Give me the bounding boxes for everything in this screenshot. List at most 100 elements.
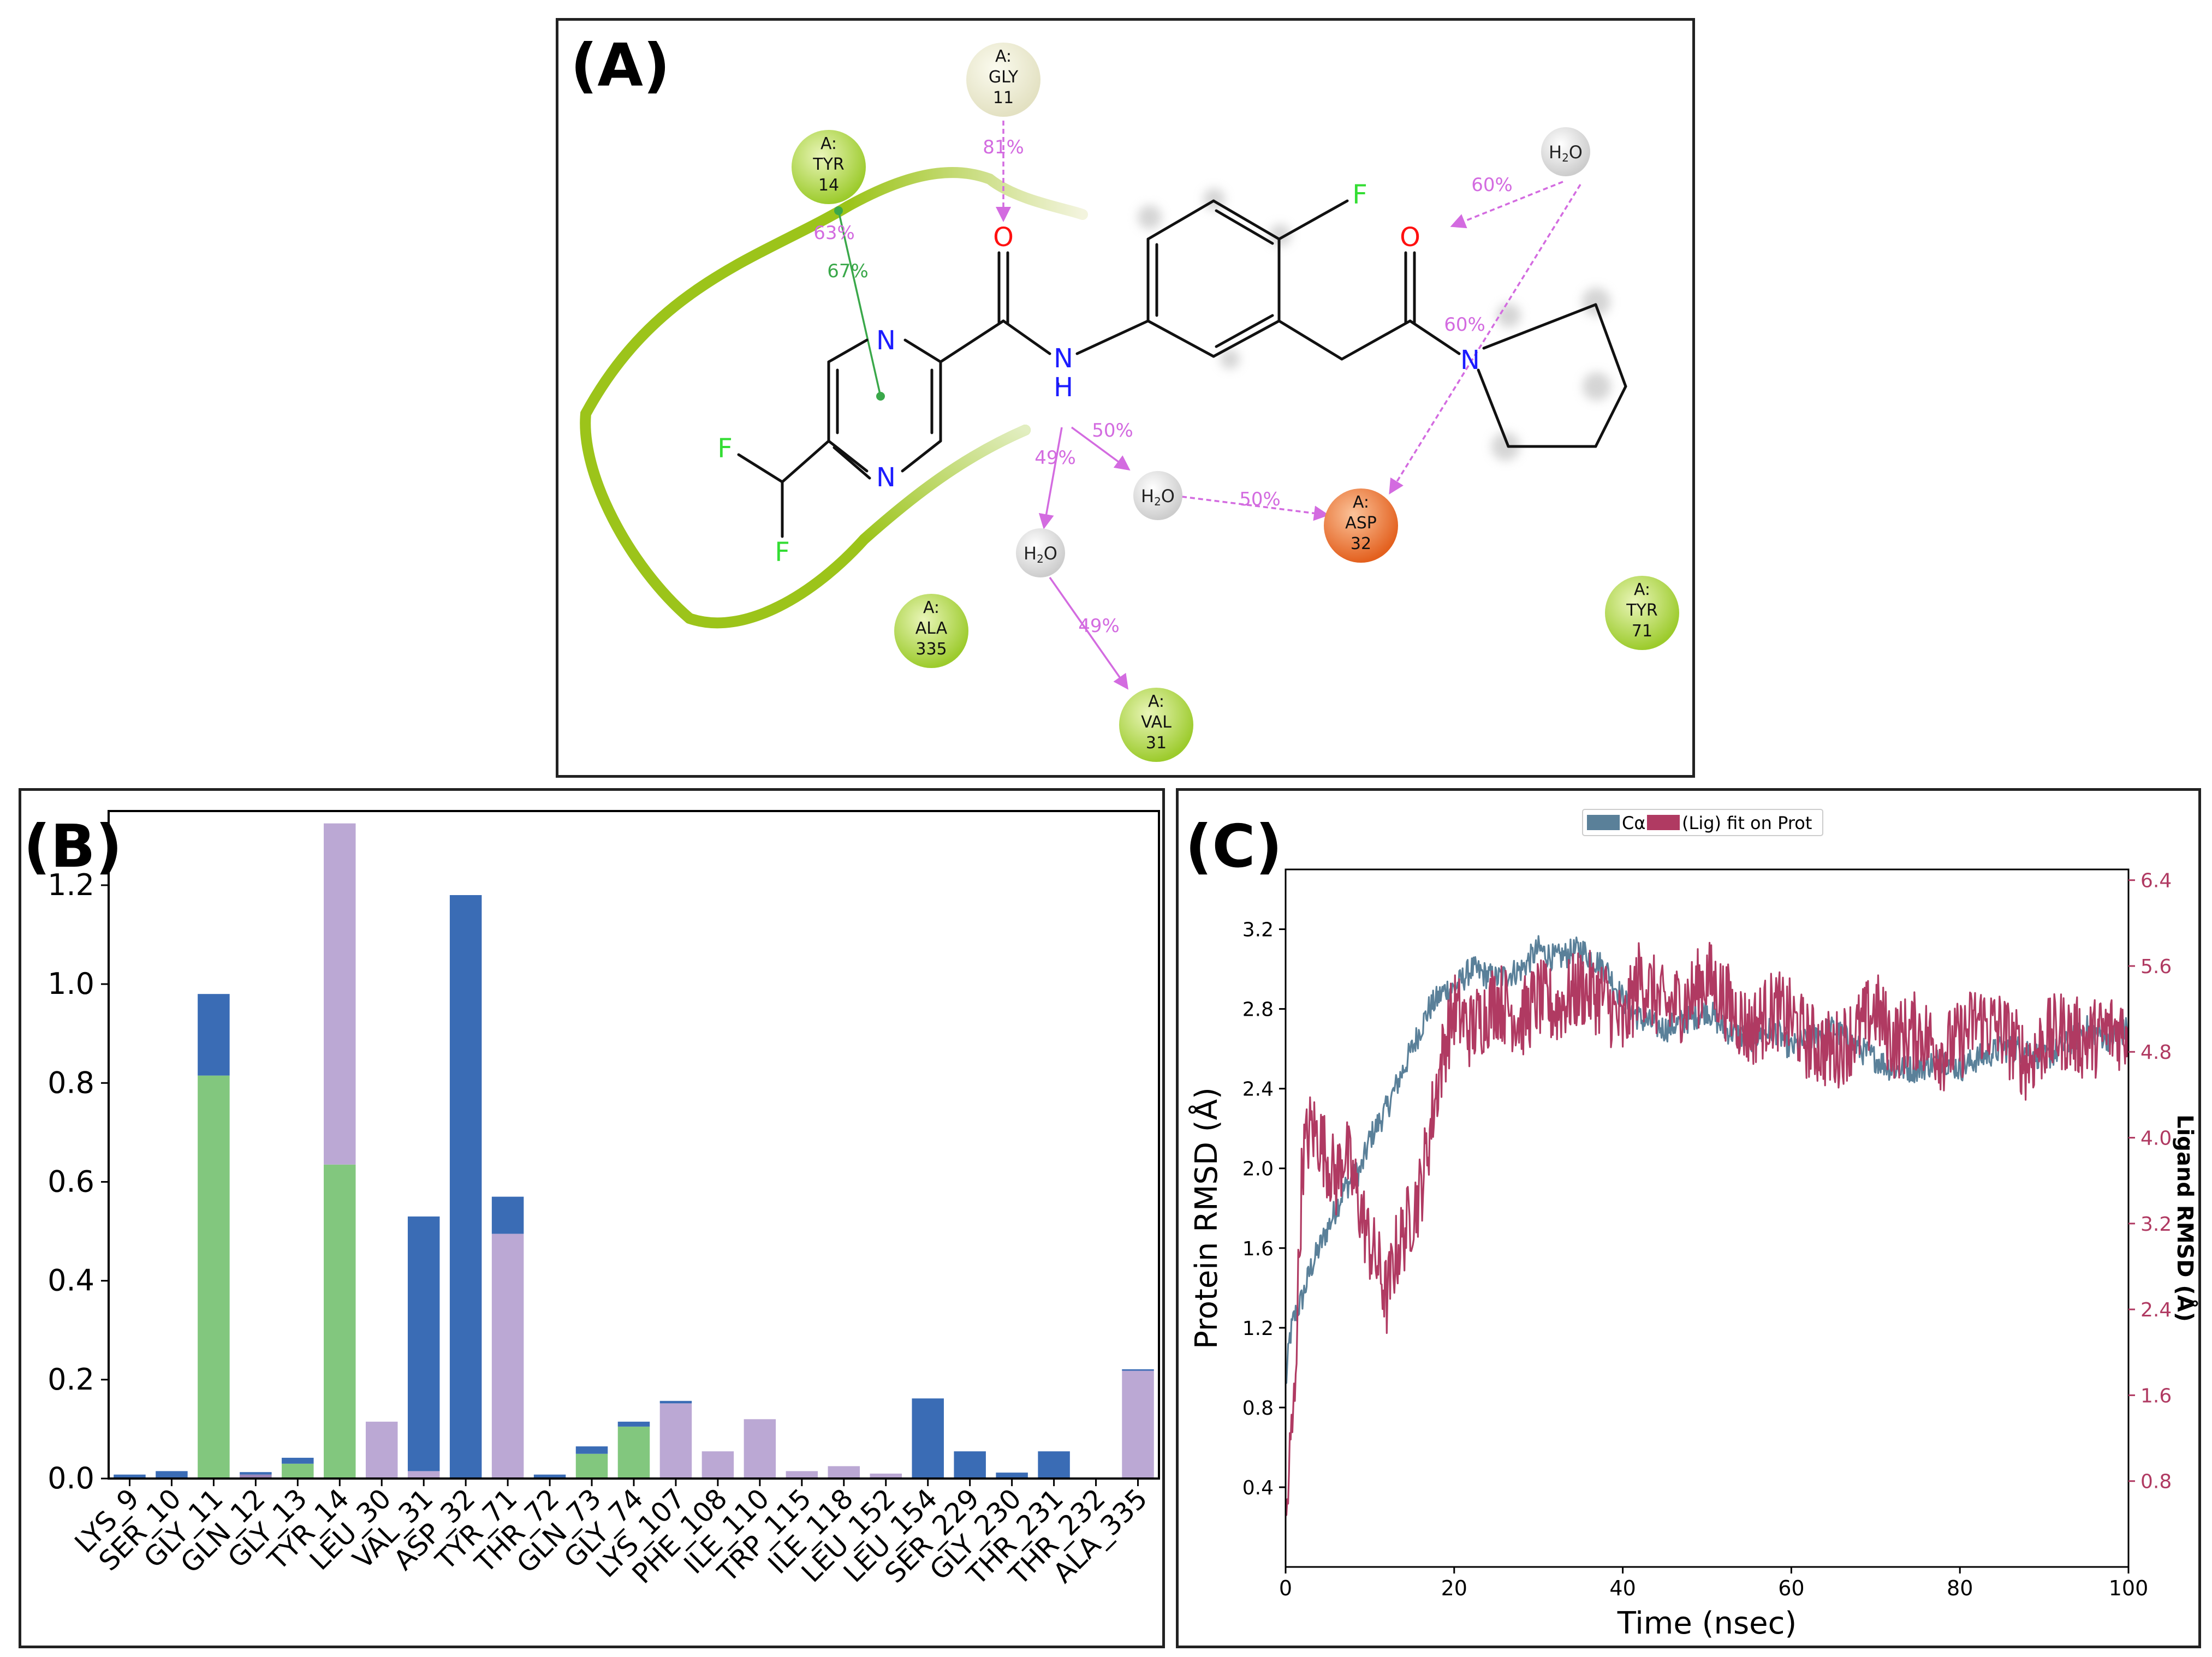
residue-tyr-71: A: TYR 71 [1605,576,1679,650]
pct-water3-val: 49% [1078,615,1120,637]
y-tick-label: 2.8 [1242,999,1274,1021]
interaction-percentages: 81% 63% 67% 60% 60% 50% 50% 49% 49% [813,136,1513,637]
rmsd-lines [1285,935,2130,1516]
y2-axis-label: Ligand RMSD (Å) [2172,1114,2198,1322]
pct-gly11-o: 81% [983,136,1024,158]
water-3: H2O [1016,528,1065,577]
water-3-o: O [1044,543,1057,564]
residue-tyr-14-name: TYR [812,155,845,174]
x-tick-label: 60 [1778,1576,1804,1600]
residue-tyr-71-num: 71 [1632,622,1652,641]
atom-f-1: F [717,433,733,464]
rmsd-axes: 0 20 40 60 80 100 0.4 0.8 1.2 1.6 2.0 2.4 2.8 3.2 0.8 1… [1188,868,2198,1641]
atom-n-pyrrolidine: N [1460,345,1480,375]
y-tick-label: 1.2 [1242,1318,1274,1340]
interaction-diagram-svg: N N N H O O N F F F A: GLY 11 A: TYR 14 … [580,43,1679,762]
pct-tyr14-pistack: 67% [827,260,869,282]
pct-nh-water2: 50% [1092,420,1133,442]
y2-tick-label: 3.2 [2140,1213,2172,1236]
y-tick-label: 2.4 [1242,1078,1274,1101]
bar-tyr-71-hydrophobic [491,1196,524,1234]
bar-ala-335-hydrophobic [1122,1369,1154,1371]
water-2: H2O [1133,471,1182,520]
panel-b-label: (B) [23,813,123,881]
residue-asp-32-num: 32 [1351,534,1371,553]
svg-text:H2O: H2O [1141,486,1175,508]
pct-water2-asp: 50% [1239,488,1281,510]
residue-gly-11-chain: A: [995,47,1012,66]
bar-gly-13-hydrophobic [282,1457,314,1464]
solvent-exposure-halos [1138,188,1611,461]
bar-ile-110-water-bridges [744,1419,776,1479]
y2-tick-label: 0.8 [2140,1471,2172,1493]
y2-tick-label: 4.8 [2140,1041,2172,1064]
legend-entry-ligand: (Lig) fit on Prot [1682,813,1812,833]
pct-water1-o: 60% [1471,174,1513,196]
pct-water1-asp: 60% [1444,314,1485,336]
atom-h-amide: H [1054,372,1073,403]
svg-text:H2O: H2O [1024,543,1057,565]
y-tick-label: 0.2 [47,1362,94,1397]
x-tick-label: 0 [1279,1576,1292,1600]
bar-gly-74-h-bonds [617,1426,650,1479]
y-tick-label: 0.4 [47,1263,94,1298]
residue-val-31-num: 31 [1146,734,1167,753]
y-tick-label: 3.2 [1242,919,1274,941]
bar-tyr-14-h-bonds [324,1164,356,1479]
binding-pocket-outline [580,167,1088,629]
legend-entry-protein: Cα [1622,813,1645,833]
y2-tick-label: 6.4 [2140,870,2172,892]
atom-f-2: F [775,537,790,568]
bar-val-31-hydrophobic [407,1216,440,1471]
bar-ala-335-water-bridges [1122,1370,1154,1479]
ligand-atoms: N N N H O O N F F F [717,180,1480,568]
interaction-lines [834,121,1581,690]
bar-gln-12-hydrophobic [240,1472,272,1475]
water-3-sub: 2 [1037,552,1044,565]
bar-ser-10-hydrophobic [156,1471,188,1479]
panel-a-label: (A) [570,32,670,100]
bar-lys-107-water-bridges [659,1403,692,1479]
residue-asp-32-name: ASP [1345,514,1377,533]
residue-val-31-name: VAL [1141,713,1172,732]
residue-asp-32-chain: A: [1353,493,1369,512]
panel-a-interaction-diagram: (A) [556,18,1695,778]
bar-gln-73-h-bonds [575,1453,608,1479]
plot-frame [108,810,1160,1480]
y-tick-label: 0.8 [1242,1397,1274,1420]
ligand-rmsd-line [1285,941,2130,1516]
y2-tick-label: 4.0 [2140,1128,2172,1150]
bar-gln-12-ionic [240,1474,272,1479]
water-2-sub: 2 [1154,495,1161,508]
bar-gly-74-hydrophobic [617,1421,650,1427]
bar-trp-115-water-bridges [786,1471,818,1479]
bar-thr-231-hydrophobic [1038,1451,1070,1479]
residue-asp-32: A: ASP 32 [1324,488,1398,563]
residue-ala-335-num: 335 [915,640,947,659]
bar-leu-154-hydrophobic [912,1398,944,1479]
residue-tyr-14-num: 14 [818,176,839,195]
residue-tyr-14: A: TYR 14 [792,130,866,204]
water-2-h: H [1141,486,1154,506]
legend-swatch-protein [1587,815,1620,830]
legend-swatch-ligand [1647,815,1680,830]
bar-phe-108-water-bridges [701,1451,734,1479]
x-tick-label: 100 [2109,1576,2149,1600]
bar-chart-svg: LYS_9SER_10GLY_11GLN_12GLY_13TYR_14LEU_3… [47,810,1160,1592]
residue-tyr-14-chain: A: [820,134,837,153]
bar-val-31-water-bridges [407,1471,440,1479]
residue-gly-11: A: GLY 11 [966,43,1040,117]
y-tick-label: 0.4 [1242,1477,1274,1499]
svg-text:H2O: H2O [1549,142,1583,164]
residue-val-31-chain: A: [1148,692,1164,711]
bar-ser-229-hydrophobic [954,1451,986,1479]
y-tick-label: 0.0 [47,1461,94,1495]
y2-tick-label: 2.4 [2140,1299,2172,1321]
x-tick-label: 20 [1441,1576,1467,1600]
bar-thr-72-hydrophobic [533,1474,566,1479]
y-tick-label: 1.2 [47,868,94,902]
residue-gly-11-name: GLY [989,68,1019,87]
atom-f-aryl: F [1352,180,1367,210]
water-1-sub: 2 [1562,151,1569,164]
water-1: H2O [1541,127,1590,176]
